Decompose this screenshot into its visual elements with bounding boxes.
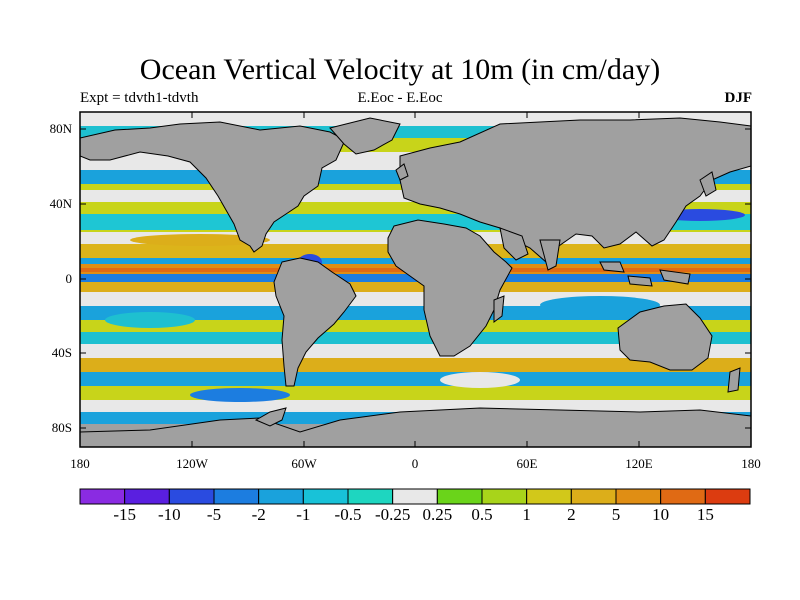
colorbar-label: -10 xyxy=(157,505,181,524)
colorbar-label: 2 xyxy=(567,505,576,524)
colorbar-label: -2 xyxy=(251,505,266,524)
colorbar-swatch xyxy=(79,488,126,505)
colorbar-swatch xyxy=(660,488,706,505)
colorbar-swatch xyxy=(436,488,483,505)
experiment-label: Expt = tdvth1-tdvth xyxy=(80,90,199,106)
lat-label-40s: 40S xyxy=(51,345,72,360)
colorbar-swatch xyxy=(213,488,260,505)
lon-label-180e: 180 xyxy=(741,456,761,471)
lon-label-120w: 120W xyxy=(176,456,208,471)
ocean-field xyxy=(80,112,751,447)
colorbar-label: -0.5 xyxy=(334,505,362,524)
colorbar-swatch xyxy=(570,488,617,505)
colorbar-swatch xyxy=(392,488,438,505)
colorbar-label: -0.25 xyxy=(374,505,411,524)
lat-label-40n: 40N xyxy=(49,196,72,211)
colorbar-label: 5 xyxy=(611,505,621,524)
colorbar-label: -5 xyxy=(206,505,222,524)
colorbar-swatch xyxy=(526,488,572,505)
colorbar-label: 15 xyxy=(696,505,714,524)
colorbar-swatch xyxy=(302,488,349,505)
axis-ticks xyxy=(80,112,751,447)
colorbar-swatch xyxy=(168,488,215,505)
colorbar-label: 1 xyxy=(522,505,531,524)
colorbar-swatch xyxy=(258,488,304,505)
colorbar-label: 0.25 xyxy=(422,505,453,524)
lon-label-120e: 120E xyxy=(625,456,653,471)
colorbar-swatch xyxy=(481,488,528,505)
colorbar-label: 10 xyxy=(652,505,670,524)
chart-title: Ocean Vertical Velocity at 10m (in cm/da… xyxy=(139,53,661,86)
colorbar-label: -1 xyxy=(296,505,311,524)
colorbar-label: -15 xyxy=(113,505,136,524)
lon-label-0: 0 xyxy=(411,456,419,471)
lon-label-180w: 180 xyxy=(70,456,90,471)
variable-label: E.Eoc - E.Eoc xyxy=(357,90,443,106)
lat-label-80n: 80N xyxy=(49,121,72,136)
lat-label-0: 0 xyxy=(65,271,73,286)
colorbar-label: 0.5 xyxy=(471,505,493,524)
lon-label-60e: 60E xyxy=(516,456,538,471)
season-label: DJF xyxy=(724,90,753,106)
colorbar-swatch xyxy=(704,488,751,505)
lon-label-60w: 60W xyxy=(291,456,317,471)
colorbar-swatch xyxy=(615,488,662,505)
colorbar-swatch xyxy=(124,488,170,505)
lat-label-80s: 80S xyxy=(51,420,72,435)
land xyxy=(80,117,751,447)
colorbar-swatch xyxy=(347,488,394,505)
